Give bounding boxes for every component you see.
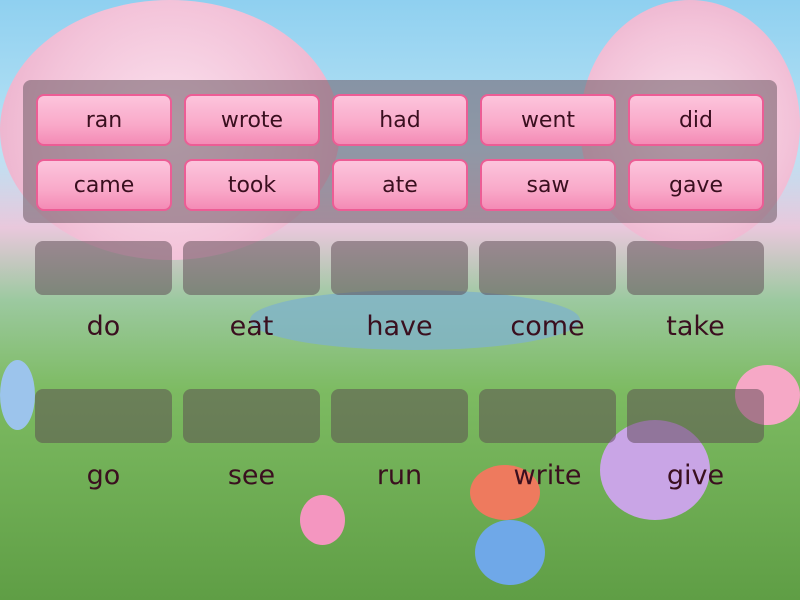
drop-slot-give[interactable] — [627, 389, 764, 443]
drop-slot-write[interactable] — [479, 389, 616, 443]
target-label-eat: eat — [229, 311, 274, 342]
target-label-run: run — [376, 460, 423, 491]
answer-tile-wrote[interactable]: wrote — [184, 94, 320, 146]
target-label-come: come — [510, 311, 585, 342]
answer-tile-ate[interactable]: ate — [332, 159, 468, 211]
answer-tile-ran[interactable]: ran — [36, 94, 172, 146]
flower-blue — [475, 520, 545, 585]
target-label-take: take — [666, 311, 725, 342]
answer-tile-had[interactable]: had — [332, 94, 468, 146]
drop-slot-have[interactable] — [331, 241, 468, 295]
drop-slot-take[interactable] — [627, 241, 764, 295]
answer-tile-came[interactable]: came — [36, 159, 172, 211]
drop-slot-do[interactable] — [35, 241, 172, 295]
answer-tile-gave[interactable]: gave — [628, 159, 764, 211]
drop-slot-run[interactable] — [331, 389, 468, 443]
target-label-give: give — [666, 460, 725, 491]
drop-slot-come[interactable] — [479, 241, 616, 295]
answer-tile-went[interactable]: went — [480, 94, 616, 146]
target-label-write: write — [513, 460, 582, 491]
lake — [250, 290, 580, 350]
target-label-go: go — [86, 460, 121, 491]
flower-red — [470, 465, 540, 520]
target-label-have: have — [366, 311, 433, 342]
target-label-see: see — [227, 460, 276, 491]
drop-slot-go[interactable] — [35, 389, 172, 443]
drop-slot-see[interactable] — [183, 389, 320, 443]
answer-tile-did[interactable]: did — [628, 94, 764, 146]
flower-blue-left — [0, 360, 35, 430]
answer-tile-took[interactable]: took — [184, 159, 320, 211]
flower-petal — [300, 495, 345, 545]
drop-slot-eat[interactable] — [183, 241, 320, 295]
answer-tile-saw[interactable]: saw — [480, 159, 616, 211]
target-label-do: do — [86, 311, 121, 342]
